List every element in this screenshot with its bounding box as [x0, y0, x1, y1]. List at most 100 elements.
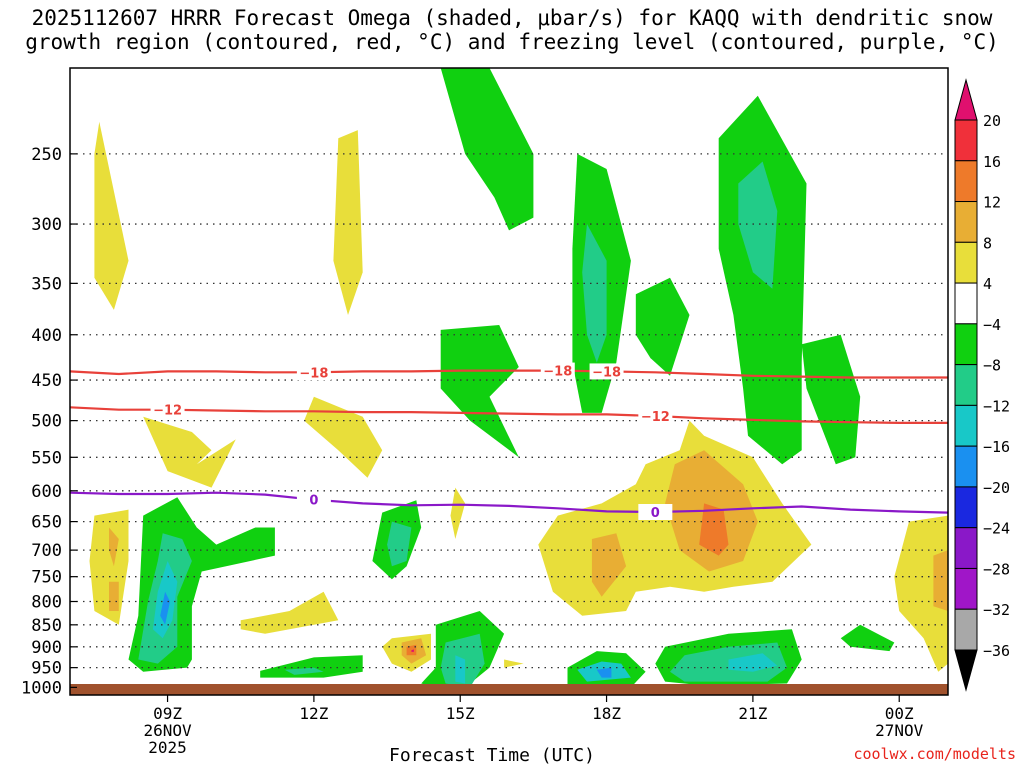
- omega-region-6: [440, 325, 519, 458]
- isotherm-line-1: [69, 406, 948, 424]
- ytick-label-800: 800: [31, 593, 62, 613]
- colorbar-label-7: −12: [983, 397, 1010, 415]
- colorbar-bin-7: [954, 404, 978, 447]
- colorbar-label-8: −16: [983, 438, 1010, 456]
- omega-region-45: [411, 649, 414, 652]
- isotherm-label-bg-0: [589, 363, 624, 380]
- omega-region-27: [333, 130, 363, 315]
- colorbar-label-4: 4: [983, 275, 992, 293]
- ytick-label-550: 550: [31, 448, 62, 468]
- ytick-label-400: 400: [31, 326, 62, 346]
- isotherm-label-0: −18: [592, 365, 621, 380]
- isotherm-line-2: [69, 491, 949, 514]
- colorbar-bin-2: [954, 201, 978, 243]
- ytick-label-650: 650: [31, 513, 62, 533]
- ytick-label-750: 750: [31, 568, 62, 588]
- colorbar-bin-5: [954, 323, 978, 366]
- colorbar-label-6: −8: [983, 357, 1001, 375]
- omega-region-16: [455, 655, 466, 684]
- isotherm-label-1: −12: [153, 404, 182, 419]
- omega-region-33: [240, 591, 339, 634]
- colorbar-bin-0: [954, 119, 978, 162]
- plot-frame: [69, 67, 949, 696]
- colorbar-bin-9: [954, 486, 978, 529]
- ytick-label-500: 500: [31, 412, 62, 432]
- xtick-label-00Z-1: 27NOV: [875, 721, 924, 740]
- omega-region-17: [260, 655, 363, 678]
- omega-region-13: [387, 521, 412, 567]
- xtick-label-15Z-0: 15Z: [446, 704, 475, 723]
- colorbar-label-5: −4: [983, 316, 1001, 334]
- ytick-label-350: 350: [31, 274, 62, 294]
- omega-region-7: [801, 334, 861, 465]
- xtick-label-21Z-0: 21Z: [738, 704, 767, 723]
- colorbar-bin-1: [954, 160, 978, 203]
- omega-region-0: [440, 68, 534, 231]
- omega-region-28: [143, 416, 236, 488]
- colorbar-label-1: 16: [983, 153, 1001, 171]
- x-axis-title: Forecast Time (UTC): [389, 745, 595, 766]
- colorbar-under-triangle: [954, 649, 978, 692]
- omega-region-29: [304, 396, 383, 478]
- omega-region-25: [840, 624, 895, 652]
- colorbar-bin-10: [954, 527, 978, 569]
- colorbar-label-13: −36: [983, 642, 1010, 660]
- omega-region-21: [596, 667, 612, 678]
- xtick-label-12Z-0: 12Z: [299, 704, 328, 723]
- omega-region-34: [450, 487, 466, 539]
- colorbar-label-0: 20: [983, 112, 1001, 130]
- colorbar-label-3: 8: [983, 234, 992, 252]
- omega-region-5: [738, 161, 778, 289]
- isotherm-label-bg-0: [540, 362, 575, 379]
- omega-region-36: [591, 533, 627, 597]
- xtick-label-09Z-1: 26NOV: [143, 721, 192, 740]
- isotherm-label-bg-0: [296, 364, 331, 381]
- isotherm-label-1: −12: [641, 410, 670, 425]
- ground-surface: [70, 684, 948, 695]
- colorbar-label-10: −24: [983, 520, 1010, 538]
- ytick-label-600: 600: [31, 482, 62, 502]
- xtick-label-18Z-0: 18Z: [592, 704, 621, 723]
- colorbar-label-11: −28: [983, 560, 1010, 578]
- ytick-label-250: 250: [31, 145, 62, 165]
- isotherm-label-bg-1: [150, 401, 185, 418]
- omega-region-31: [109, 527, 119, 567]
- ytick-label-700: 700: [31, 541, 62, 561]
- chart-title-line2: growth region (contoured, red, °C) and f…: [25, 30, 999, 54]
- ytick-label-950: 950: [31, 659, 62, 679]
- omega-colorbar: 20 16 12 8 4 −4 −8 −12 −16 −20 −24 −28 −32 −36: [954, 78, 1010, 692]
- ytick-label-850: 850: [31, 616, 62, 636]
- isotherm-label-2: 0: [651, 506, 660, 521]
- isotherm-line-0: [69, 369, 948, 379]
- colorbar-label-9: −20: [983, 479, 1010, 497]
- colorbar-bin-8: [954, 445, 978, 488]
- isotherm-label-bg-2: [638, 504, 673, 521]
- omega-region-3: [635, 277, 690, 376]
- colorbar-bin-6: [954, 364, 978, 406]
- isotherm-label-0: −18: [299, 366, 328, 381]
- omega-region-38: [699, 503, 729, 556]
- colorbar-over-triangle: [954, 78, 978, 121]
- colorbar-bin-11: [954, 567, 978, 610]
- omega-region-39: [894, 515, 948, 672]
- colorbar-label-12: −32: [983, 601, 1010, 619]
- xtick-label-00Z-0: 00Z: [885, 704, 914, 723]
- omega-region-2: [582, 224, 607, 363]
- omega-region-40: [933, 550, 948, 611]
- xtick-label-09Z-0: 09Z: [153, 704, 182, 723]
- colorbar-label-2: 12: [983, 194, 1001, 212]
- ytick-label-450: 450: [31, 371, 62, 391]
- isotherm-label-bg-1: [638, 407, 673, 424]
- isotherm-label-bg-2: [296, 491, 331, 508]
- pressure-axis: 2503003504004505005506006507007508008509…: [21, 145, 77, 698]
- ytick-label-900: 900: [31, 638, 62, 658]
- omega-region-11: [160, 591, 170, 625]
- site-credit: coolwx.com/modelts: [853, 745, 1016, 763]
- isotherm-label-0: −18: [543, 365, 572, 380]
- omega-region-26: [94, 121, 129, 310]
- isotherm-label-2: 0: [309, 494, 318, 509]
- ytick-label-1000: 1000: [21, 678, 62, 698]
- chart-title-line1: 2025112607 HRRR Forecast Omega (shaded, …: [31, 6, 993, 30]
